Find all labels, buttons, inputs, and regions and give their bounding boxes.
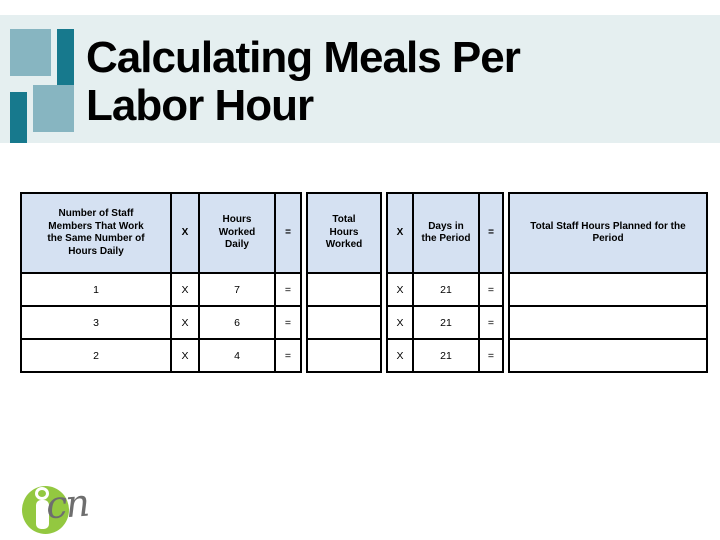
cell-multiply-1: X — [170, 338, 200, 373]
cell-multiply-1: X — [170, 272, 200, 307]
cell-total-staff-hours-planned-blank — [508, 272, 708, 307]
table-group-total-hours: Total Hours Worked — [306, 192, 382, 373]
decor-square-light-bottom — [33, 85, 74, 132]
meals-per-labor-hour-table: Number of Staff Members That Work the Sa… — [20, 192, 708, 373]
cell-days-in-period: 21 — [412, 338, 480, 373]
cell-days-in-period: 21 — [412, 272, 480, 307]
cell-multiply-1: X — [170, 305, 200, 340]
cell-hours-worked-daily: 7 — [198, 272, 276, 307]
cell-multiply-2: X — [386, 272, 414, 307]
logo-i-stem-icon — [36, 500, 49, 529]
cell-hours-worked-daily: 6 — [198, 305, 276, 340]
cell-equals-2: = — [478, 338, 504, 373]
slide-title: Calculating Meals Per Labor Hour — [86, 33, 521, 130]
header-days-in-period: Days in the Period — [412, 192, 480, 274]
decor-square-light-top — [10, 29, 51, 76]
cell-total-hours-worked-blank — [306, 305, 382, 340]
cell-multiply-2: X — [386, 305, 414, 340]
cell-total-staff-hours-planned-blank — [508, 305, 708, 340]
header-total-hours-worked: Total Hours Worked — [306, 192, 382, 274]
cell-days-in-period: 21 — [412, 305, 480, 340]
header-hours-worked-daily: Hours Worked Daily — [198, 192, 276, 274]
cell-total-hours-worked-blank — [306, 272, 382, 307]
cell-staff-count: 3 — [20, 305, 172, 340]
table-group-daily-hours: Number of Staff Members That Work the Sa… — [20, 192, 302, 373]
header-staff-count: Number of Staff Members That Work the Sa… — [20, 192, 172, 274]
cell-equals-2: = — [478, 305, 504, 340]
header-equals-2: = — [478, 192, 504, 274]
header-total-staff-hours-planned: Total Staff Hours Planned for the Period — [508, 192, 708, 274]
cell-hours-worked-daily: 4 — [198, 338, 276, 373]
title-band — [0, 15, 720, 143]
icn-logo: cn — [0, 470, 140, 540]
cell-staff-count: 2 — [20, 338, 172, 373]
cell-total-staff-hours-planned-blank — [508, 338, 708, 373]
table-group-period-days: X Days in the Period = X 21 = X 21 = X 2… — [386, 192, 504, 373]
cell-multiply-2: X — [386, 338, 414, 373]
cell-equals-1: = — [274, 338, 302, 373]
table-group-total-planned: Total Staff Hours Planned for the Period — [508, 192, 708, 373]
cell-equals-1: = — [274, 272, 302, 307]
header-multiply-1: X — [170, 192, 200, 274]
decor-bar-dark-bottom — [10, 92, 27, 143]
header-equals-1: = — [274, 192, 302, 274]
cell-equals-2: = — [478, 272, 504, 307]
header-multiply-2: X — [386, 192, 414, 274]
logo-cn-text: cn — [44, 480, 90, 528]
decor-bar-dark-top — [57, 29, 74, 86]
cell-total-hours-worked-blank — [306, 338, 382, 373]
cell-equals-1: = — [274, 305, 302, 340]
cell-staff-count: 1 — [20, 272, 172, 307]
logo-i-dot-icon — [35, 487, 49, 500]
